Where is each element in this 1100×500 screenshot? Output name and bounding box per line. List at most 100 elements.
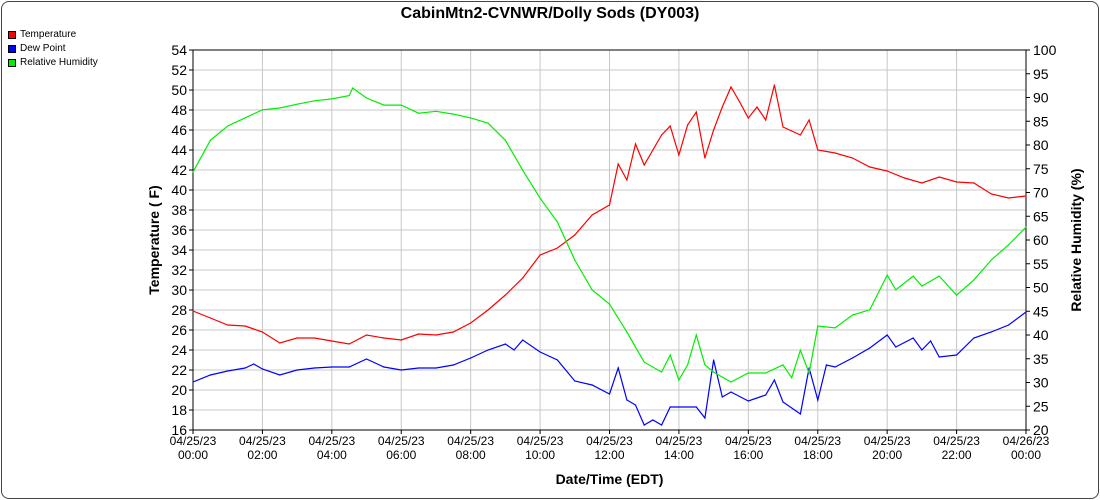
data-point: [782, 364, 784, 366]
x-tick-date: 04/25/23: [933, 434, 980, 448]
data-point: [244, 367, 246, 369]
x-tick-date: 04/25/23: [239, 434, 286, 448]
y2-tick-label: 75: [1033, 161, 1049, 177]
x-tick-date: 04/26/23: [1003, 434, 1050, 448]
y-tick-label: 52: [171, 62, 187, 78]
y-axis-label: Temperature ( F): [146, 185, 162, 294]
data-point: [660, 371, 663, 373]
data-point: [886, 170, 888, 172]
data-point: [556, 359, 559, 361]
data-point: [747, 400, 749, 402]
data-point: [713, 129, 715, 131]
data-point: [652, 419, 654, 421]
data-point: [921, 285, 923, 287]
data-point: [626, 331, 628, 333]
data-point: [435, 334, 437, 336]
data-point: [608, 204, 611, 206]
data-point: [929, 340, 932, 342]
y-tick-label: 44: [171, 142, 187, 158]
data-point: [418, 367, 420, 369]
data-point: [1025, 226, 1027, 228]
x-tick-time: 08:00: [456, 448, 486, 462]
data-point: [634, 404, 637, 406]
data-point: [938, 356, 940, 358]
data-point: [721, 396, 723, 398]
y2-tick-label: 20: [1033, 422, 1049, 438]
data-point: [686, 364, 689, 366]
data-point: [365, 97, 368, 99]
data-point: [313, 100, 316, 102]
data-point: [895, 289, 897, 291]
y2-tick-label: 90: [1033, 90, 1049, 106]
data-point: [643, 164, 645, 166]
data-point: [817, 149, 819, 151]
data-point: [808, 119, 810, 121]
data-point: [886, 274, 888, 276]
legend-label: Dew Point: [20, 43, 66, 54]
data-point: [313, 367, 316, 369]
y2-tick-label: 100: [1033, 42, 1057, 58]
x-tick-date: 04/25/23: [447, 434, 494, 448]
x-tick-date: 04/25/23: [656, 434, 703, 448]
data-point: [704, 157, 706, 159]
data-point: [643, 361, 645, 363]
data-point: [739, 101, 741, 103]
data-point: [296, 103, 298, 105]
y2-tick-label: 95: [1033, 66, 1049, 82]
data-point: [834, 152, 836, 154]
data-point: [504, 294, 506, 296]
data-point: [435, 110, 437, 112]
data-point: [730, 86, 732, 88]
data-point: [695, 406, 697, 408]
data-point: [227, 324, 229, 326]
y-tick-label: 40: [171, 182, 187, 198]
data-point: [808, 372, 810, 374]
data-point: [869, 166, 871, 168]
x-tick-time: 16:00: [733, 448, 763, 462]
data-point: [400, 104, 402, 106]
data-point: [522, 339, 524, 341]
data-point: [730, 381, 732, 383]
series-line-dew-point: [192, 311, 1027, 426]
legend-item-dew-point: Dew Point: [8, 42, 98, 56]
data-point: [1008, 244, 1010, 246]
data-point: [209, 374, 211, 376]
legend: Temperature Dew Point Relative Humidity: [8, 28, 98, 70]
data-point: [782, 126, 784, 128]
y-tick-label: 38: [171, 202, 187, 218]
data-point: [765, 394, 767, 396]
y2-axis-label: Relative Humidity (%): [1068, 168, 1084, 311]
data-point: [626, 179, 628, 181]
data-point: [352, 87, 354, 89]
y-tick-label: 16: [171, 422, 187, 438]
data-point: [669, 354, 671, 356]
data-point: [279, 107, 281, 109]
data-point: [955, 294, 958, 296]
data-point: [617, 163, 619, 165]
data-point: [487, 122, 489, 124]
data-point: [634, 143, 637, 145]
data-point: [626, 399, 628, 401]
data-point: [713, 371, 715, 373]
x-axis-label: Date/Time (EDT): [556, 471, 664, 487]
y-tick-label: 54: [171, 42, 187, 58]
y-tick-label: 50: [171, 82, 187, 98]
data-point: [886, 334, 888, 336]
y2-tick-label: 80: [1033, 137, 1049, 153]
data-point: [556, 221, 559, 223]
y2-tick-label: 45: [1033, 303, 1049, 319]
data-point: [773, 84, 775, 86]
y-tick-label: 42: [171, 162, 187, 178]
data-point: [973, 182, 975, 184]
data-point: [678, 406, 680, 408]
data-point: [704, 364, 706, 366]
data-point: [730, 391, 732, 393]
data-point: [938, 275, 940, 277]
data-point: [400, 369, 402, 371]
x-tick-date: 04/25/23: [725, 434, 772, 448]
data-point: [903, 177, 906, 179]
data-point: [765, 119, 767, 121]
x-tick-time: 14:00: [664, 448, 694, 462]
data-point: [782, 401, 784, 403]
